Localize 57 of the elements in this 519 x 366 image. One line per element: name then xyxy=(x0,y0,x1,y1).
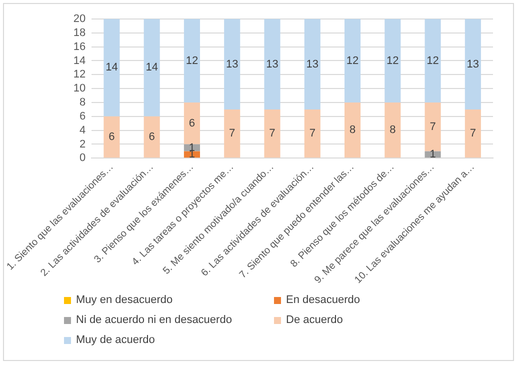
data-label: 7 xyxy=(430,120,436,133)
bar xyxy=(104,116,120,158)
data-label: 7 xyxy=(309,128,316,140)
bar xyxy=(424,19,441,102)
data-label: 14 xyxy=(106,62,118,74)
y-tick-label: 10 xyxy=(73,82,86,95)
bar xyxy=(144,116,160,158)
bar xyxy=(304,109,320,158)
data-label: 13 xyxy=(266,58,278,70)
bar xyxy=(304,19,320,110)
y-tick-label: 12 xyxy=(73,68,86,81)
bar xyxy=(384,19,401,102)
bar xyxy=(184,102,200,144)
y-tick-label: 8 xyxy=(80,96,86,109)
legend-label: Muy en desacuerdo xyxy=(76,294,173,306)
data-label: 6 xyxy=(188,117,196,130)
bar xyxy=(344,102,361,158)
data-label: 13 xyxy=(226,58,238,70)
data-label: 12 xyxy=(186,54,198,67)
legend-label: En desacuerdo xyxy=(286,294,360,306)
y-tick-label: 18 xyxy=(73,26,86,39)
data-label: 6 xyxy=(108,131,115,144)
legend-label: De acuerdo xyxy=(286,314,343,326)
data-label: 12 xyxy=(346,54,359,67)
bar xyxy=(344,19,361,102)
bar xyxy=(464,19,481,110)
data-label: 12 xyxy=(426,54,439,67)
legend-label: Muy de acuerdo xyxy=(76,334,155,346)
data-label: 7 xyxy=(470,128,476,140)
bar xyxy=(224,19,240,110)
data-label: 7 xyxy=(269,128,276,140)
y-tick-label: 0 xyxy=(80,152,86,164)
y-tick-label: 14 xyxy=(73,54,86,67)
data-label: 8 xyxy=(390,124,396,136)
bar xyxy=(144,19,160,116)
data-label: 13 xyxy=(466,58,480,70)
data-label: 14 xyxy=(146,62,158,74)
data-label: 7 xyxy=(229,128,236,140)
y-tick-label: 4 xyxy=(80,124,86,136)
data-label: 1 xyxy=(430,148,436,160)
y-tick-label: 2 xyxy=(80,138,86,150)
data-label: 13 xyxy=(306,58,319,70)
data-label: 8 xyxy=(349,124,356,136)
bar xyxy=(264,19,280,110)
y-tick-label: 16 xyxy=(73,40,86,53)
bar xyxy=(424,102,441,152)
data-label: 6 xyxy=(148,131,155,144)
y-tick-label: 20 xyxy=(73,13,86,26)
bar xyxy=(104,19,120,116)
y-tick-label: 6 xyxy=(80,110,86,122)
bar xyxy=(264,109,280,158)
bar xyxy=(224,109,240,158)
data-label: 12 xyxy=(386,54,399,67)
legend-label: Ni de acuerdo ni en desacuerdo xyxy=(76,314,232,326)
bar xyxy=(184,19,200,102)
bar xyxy=(464,109,481,158)
bar xyxy=(384,102,401,158)
